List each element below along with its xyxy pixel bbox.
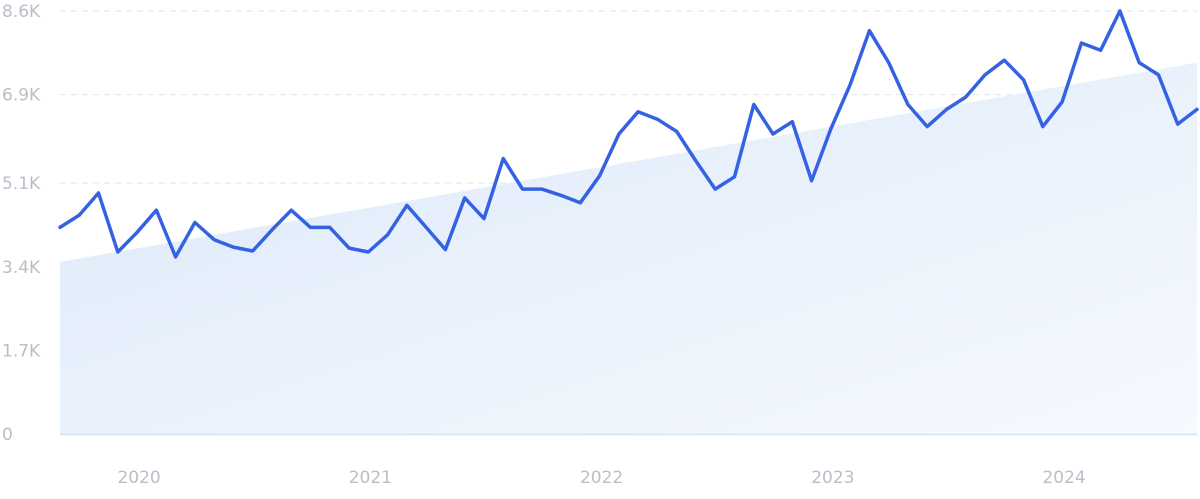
y-tick-label: 3.4K: [2, 258, 41, 278]
y-tick-label: 0: [2, 425, 13, 445]
x-axis-ticks: 2020 2021 2022 2023 2024: [117, 468, 1085, 488]
x-tick-label: 2022: [580, 468, 623, 488]
y-axis-ticks: 0 1.7K 3.4K 5.1K 6.9K 8.6K: [2, 2, 41, 445]
x-tick-label: 2023: [811, 468, 854, 488]
y-tick-label: 5.1K: [2, 174, 41, 194]
x-tick-label: 2020: [117, 468, 160, 488]
x-tick-label: 2021: [349, 468, 392, 488]
trend-area: [60, 62, 1197, 434]
y-tick-label: 8.6K: [2, 2, 41, 22]
series-group: [58, 9, 1199, 259]
y-tick-label: 6.9K: [2, 86, 41, 106]
x-tick-label: 2024: [1042, 468, 1085, 488]
series-line: [58, 9, 1199, 259]
y-tick-label: 1.7K: [2, 341, 41, 361]
